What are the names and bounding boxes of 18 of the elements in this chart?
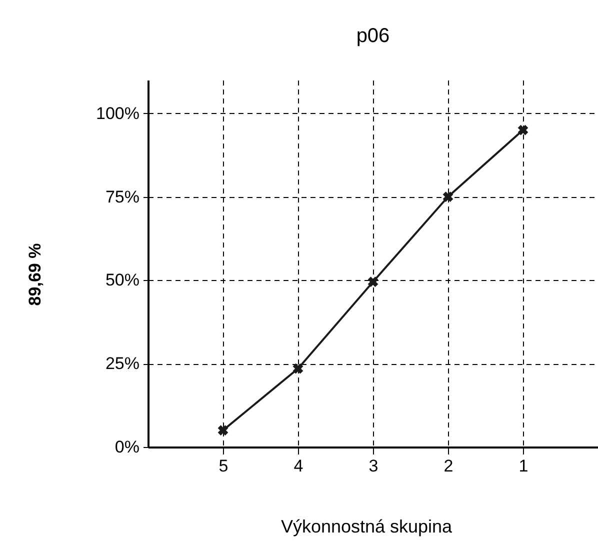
point (368, 276, 378, 288)
x-tick-label: 4 (294, 456, 304, 476)
x-tick-label: 5 (218, 456, 228, 476)
x-tick-label: 3 (368, 456, 378, 476)
x-axis-title: Výkonnostná skupina (280, 516, 454, 536)
point (292, 363, 304, 374)
y-tick-label: 0% (114, 438, 140, 456)
point (518, 124, 528, 136)
x-tick-label: 1 (518, 456, 528, 476)
y-axis-title: 89,69 % (26, 243, 44, 306)
point (442, 192, 454, 202)
y-tick-label: 75% (105, 187, 140, 206)
x-tick-label: 2 (444, 456, 454, 476)
y-tick-label: 50% (105, 270, 140, 290)
point (218, 425, 228, 436)
chart-title: p06 (356, 25, 390, 47)
y-tick-label: 25% (105, 354, 140, 374)
y-tick-label: 100% (96, 104, 140, 123)
